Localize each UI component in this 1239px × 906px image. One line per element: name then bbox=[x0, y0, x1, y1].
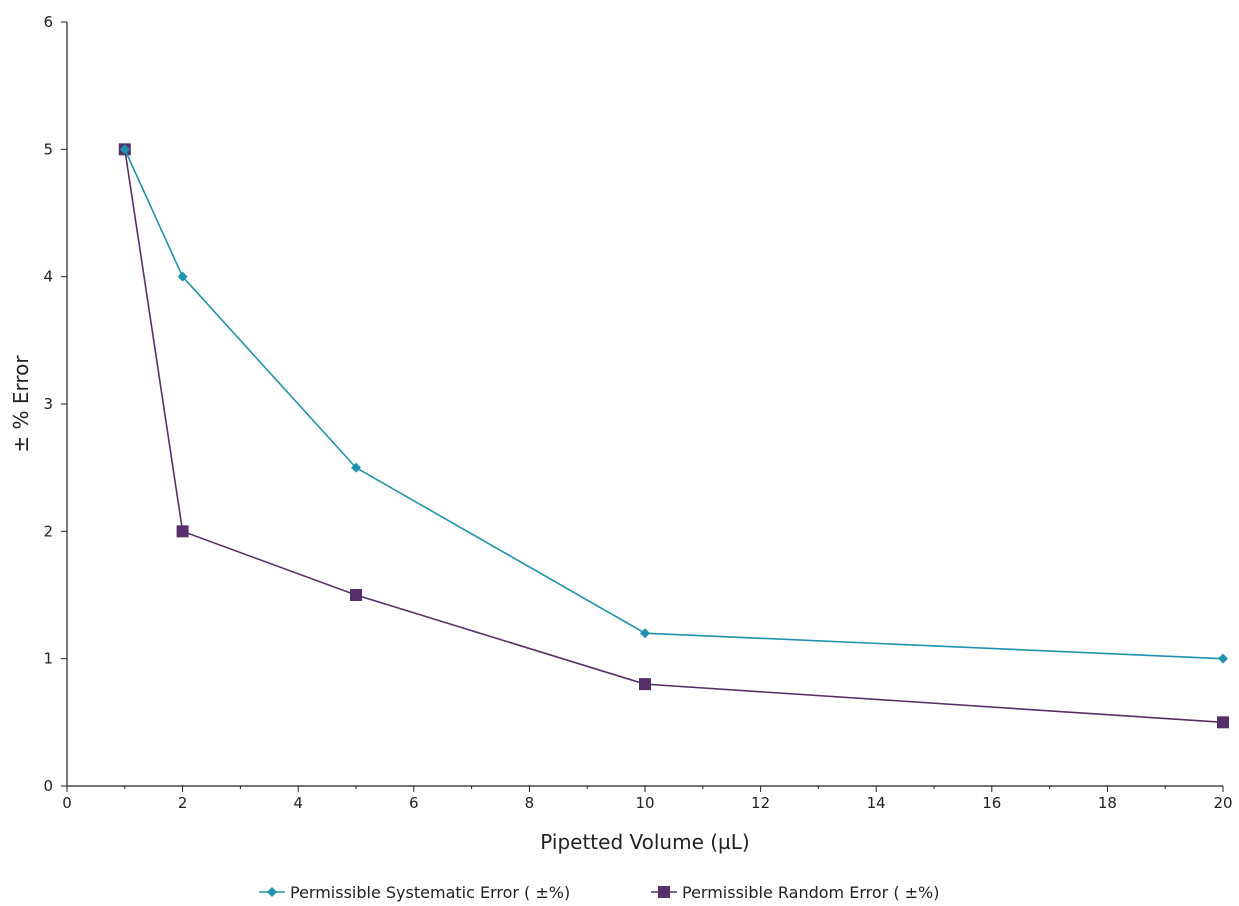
x-tick-label: 18 bbox=[1098, 794, 1117, 812]
series-2 bbox=[118, 143, 1229, 729]
x-tick-label: 4 bbox=[293, 794, 303, 812]
data-point bbox=[350, 589, 362, 601]
x-axis-title: Pipetted Volume (µL) bbox=[540, 830, 749, 854]
data-point bbox=[119, 144, 130, 155]
y-tick-label: 0 bbox=[43, 777, 53, 795]
y-tick-label: 6 bbox=[43, 13, 53, 31]
y-axis-title: ± % Error bbox=[9, 355, 33, 453]
axes bbox=[66, 22, 1223, 787]
x-tick-label: 20 bbox=[1213, 794, 1232, 812]
data-point bbox=[640, 628, 650, 639]
legend-label: Permissible Systematic Error ( ±%) bbox=[290, 883, 570, 902]
legend-item-2: Permissible Random Error ( ±%) bbox=[651, 883, 940, 902]
data-point bbox=[177, 271, 188, 282]
series-line bbox=[124, 149, 1224, 724]
x-tick-label: 10 bbox=[635, 794, 654, 812]
x-tick-label: 2 bbox=[178, 794, 188, 812]
legend-marker bbox=[267, 887, 277, 897]
legend-item-1: Permissible Systematic Error ( ±%) bbox=[259, 883, 570, 902]
data-point bbox=[351, 462, 361, 473]
y-tick-label: 3 bbox=[43, 395, 53, 413]
data-point bbox=[176, 525, 189, 538]
x-tick-label: 0 bbox=[62, 794, 72, 812]
series-1 bbox=[119, 144, 1228, 664]
x-tick-label: 6 bbox=[409, 794, 419, 812]
y-tick-label: 5 bbox=[43, 140, 53, 158]
x-tick-label: 12 bbox=[751, 794, 770, 812]
x-tick-label: 8 bbox=[525, 794, 535, 812]
y-tick-label: 4 bbox=[43, 268, 53, 286]
series-line bbox=[124, 149, 1224, 660]
data-point bbox=[1218, 653, 1228, 664]
data-point bbox=[639, 678, 651, 691]
legend-label: Permissible Random Error ( ±%) bbox=[682, 883, 940, 902]
series-layer bbox=[118, 143, 1229, 729]
x-tick-label: 14 bbox=[867, 794, 886, 812]
data-point bbox=[1217, 716, 1229, 729]
y-tick-label: 2 bbox=[43, 522, 53, 540]
x-axis-ticks: 0 2 4 6 8 10 12 14 16 18 20 bbox=[62, 786, 1233, 812]
y-tick-label: 1 bbox=[43, 650, 53, 668]
legend: Permissible Systematic Error ( ±%) Permis… bbox=[259, 883, 940, 902]
x-tick-label: 16 bbox=[982, 794, 1001, 812]
y-axis-ticks: 0 1 2 3 4 5 6 bbox=[43, 13, 67, 795]
legend-marker bbox=[658, 886, 670, 898]
